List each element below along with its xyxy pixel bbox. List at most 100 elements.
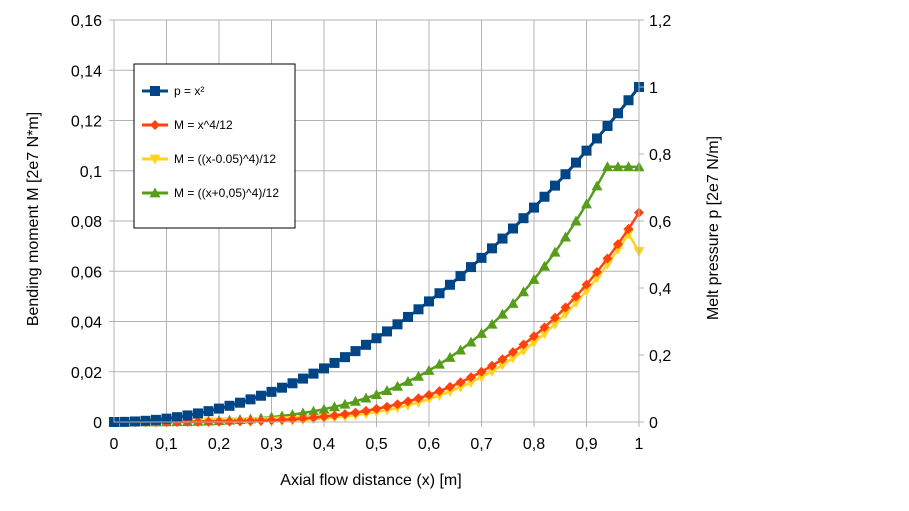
data-point	[266, 415, 277, 426]
data-point	[497, 354, 508, 365]
data-point	[392, 319, 403, 330]
data-point	[592, 133, 602, 144]
data-point	[528, 338, 540, 349]
axes	[113, 19, 644, 423]
data-point	[444, 351, 456, 362]
data-point	[592, 267, 602, 278]
data-point	[140, 415, 151, 426]
data-point	[287, 378, 298, 389]
data-point	[507, 353, 519, 364]
x-tick-label: 0,6	[418, 436, 440, 453]
x-tick-label: 0,4	[313, 436, 335, 453]
x-axis-title: Axial flow distance (x) [m]	[280, 472, 461, 489]
data-point	[193, 408, 203, 419]
x-tick-label: 0,9	[575, 436, 597, 453]
data-point	[476, 366, 487, 377]
y-tick-labels: 0 0,02 0,04 0,06 0,08 0,1 0,12 0,14 0,16	[71, 13, 102, 432]
data-point	[539, 260, 550, 271]
data-point	[455, 382, 466, 393]
data-point	[444, 387, 456, 398]
data-point	[235, 416, 245, 427]
data-point	[560, 169, 571, 180]
data-point	[371, 403, 382, 414]
data-point	[560, 231, 571, 242]
data-point	[413, 304, 424, 315]
data-point	[182, 410, 193, 421]
data-point	[445, 381, 455, 392]
plot-area-border	[113, 19, 640, 423]
data-point	[245, 416, 256, 427]
data-point	[549, 246, 561, 257]
x-tick-label: 0,7	[470, 436, 492, 453]
data-point	[151, 414, 161, 425]
data-point	[518, 339, 529, 350]
data-point	[571, 291, 581, 302]
legend-marker	[150, 86, 160, 96]
data-point	[256, 415, 266, 426]
data-point	[277, 382, 287, 393]
y-tick-label: 0,12	[71, 114, 102, 131]
data-point	[266, 386, 277, 397]
y-axis-title: Bending moment M [2e7 N*m]	[25, 112, 42, 326]
data-point	[507, 297, 519, 308]
data-point	[529, 331, 539, 342]
y-tick-label: 0	[93, 415, 102, 432]
y2-tick-label: 0	[649, 415, 658, 432]
data-point	[214, 403, 224, 414]
data-point	[329, 357, 340, 368]
data-point	[508, 347, 518, 358]
data-point	[434, 358, 445, 369]
data-point	[172, 412, 182, 423]
data-point	[518, 286, 529, 297]
y-tick-label: 0,08	[71, 214, 102, 231]
data-point	[445, 279, 455, 290]
data-point	[203, 406, 214, 417]
data-point	[476, 252, 487, 263]
data-point	[340, 409, 350, 420]
data-point	[497, 233, 508, 244]
data-point	[319, 411, 329, 422]
data-point	[571, 157, 581, 168]
x-tick-label: 0	[110, 436, 119, 453]
data-point	[392, 380, 403, 391]
data-point	[318, 403, 330, 414]
data-point	[539, 322, 550, 333]
data-point	[570, 215, 582, 226]
data-point	[455, 344, 466, 355]
data-point	[339, 398, 351, 409]
x-tick-label: 0,2	[208, 436, 230, 453]
y-tick-label: 0,14	[71, 63, 102, 80]
data-point	[613, 108, 623, 119]
y-tick-label: 0,16	[71, 13, 102, 30]
data-point	[350, 346, 361, 357]
data-point	[497, 308, 508, 319]
y-tick-label: 0,04	[71, 315, 102, 332]
legend-label: p = x²	[174, 84, 204, 98]
legend-label: M = ((x+0,05)^4)/12	[174, 186, 279, 200]
data-point	[424, 296, 434, 307]
legend-marker	[149, 187, 161, 198]
data-point	[361, 339, 371, 350]
y2-tick-label: 0,2	[649, 348, 671, 365]
data-point	[371, 389, 382, 399]
data-point	[581, 145, 592, 156]
data-point	[623, 223, 634, 234]
y2-tick-labels: 0 0,2 0,4 0,6 0,8 1 1,2	[649, 13, 671, 432]
data-point	[350, 395, 361, 406]
data-point	[403, 396, 413, 407]
legend-item: M = ((x+0,05)^4)/12	[142, 186, 279, 200]
legend: p = x² M = x^4/12 M = ((x-0.05)^4)/12 M = (…	[133, 63, 296, 229]
data-point	[297, 407, 309, 418]
data-point	[308, 368, 319, 379]
data-point	[319, 363, 329, 374]
x-tick-label: 0,3	[260, 436, 282, 453]
data-point	[539, 329, 550, 340]
data-point	[371, 333, 382, 344]
legend-item: M = x^4/12	[142, 118, 233, 132]
data-point	[465, 336, 477, 347]
data-point	[581, 279, 592, 290]
legend-marker	[150, 120, 160, 130]
x-tick-labels: 0 0,1 0,2 0,3 0,4 0,5 0,6 0,7 0,8 0,9 1	[110, 436, 644, 453]
data-point	[245, 394, 256, 405]
data-point	[382, 326, 392, 337]
